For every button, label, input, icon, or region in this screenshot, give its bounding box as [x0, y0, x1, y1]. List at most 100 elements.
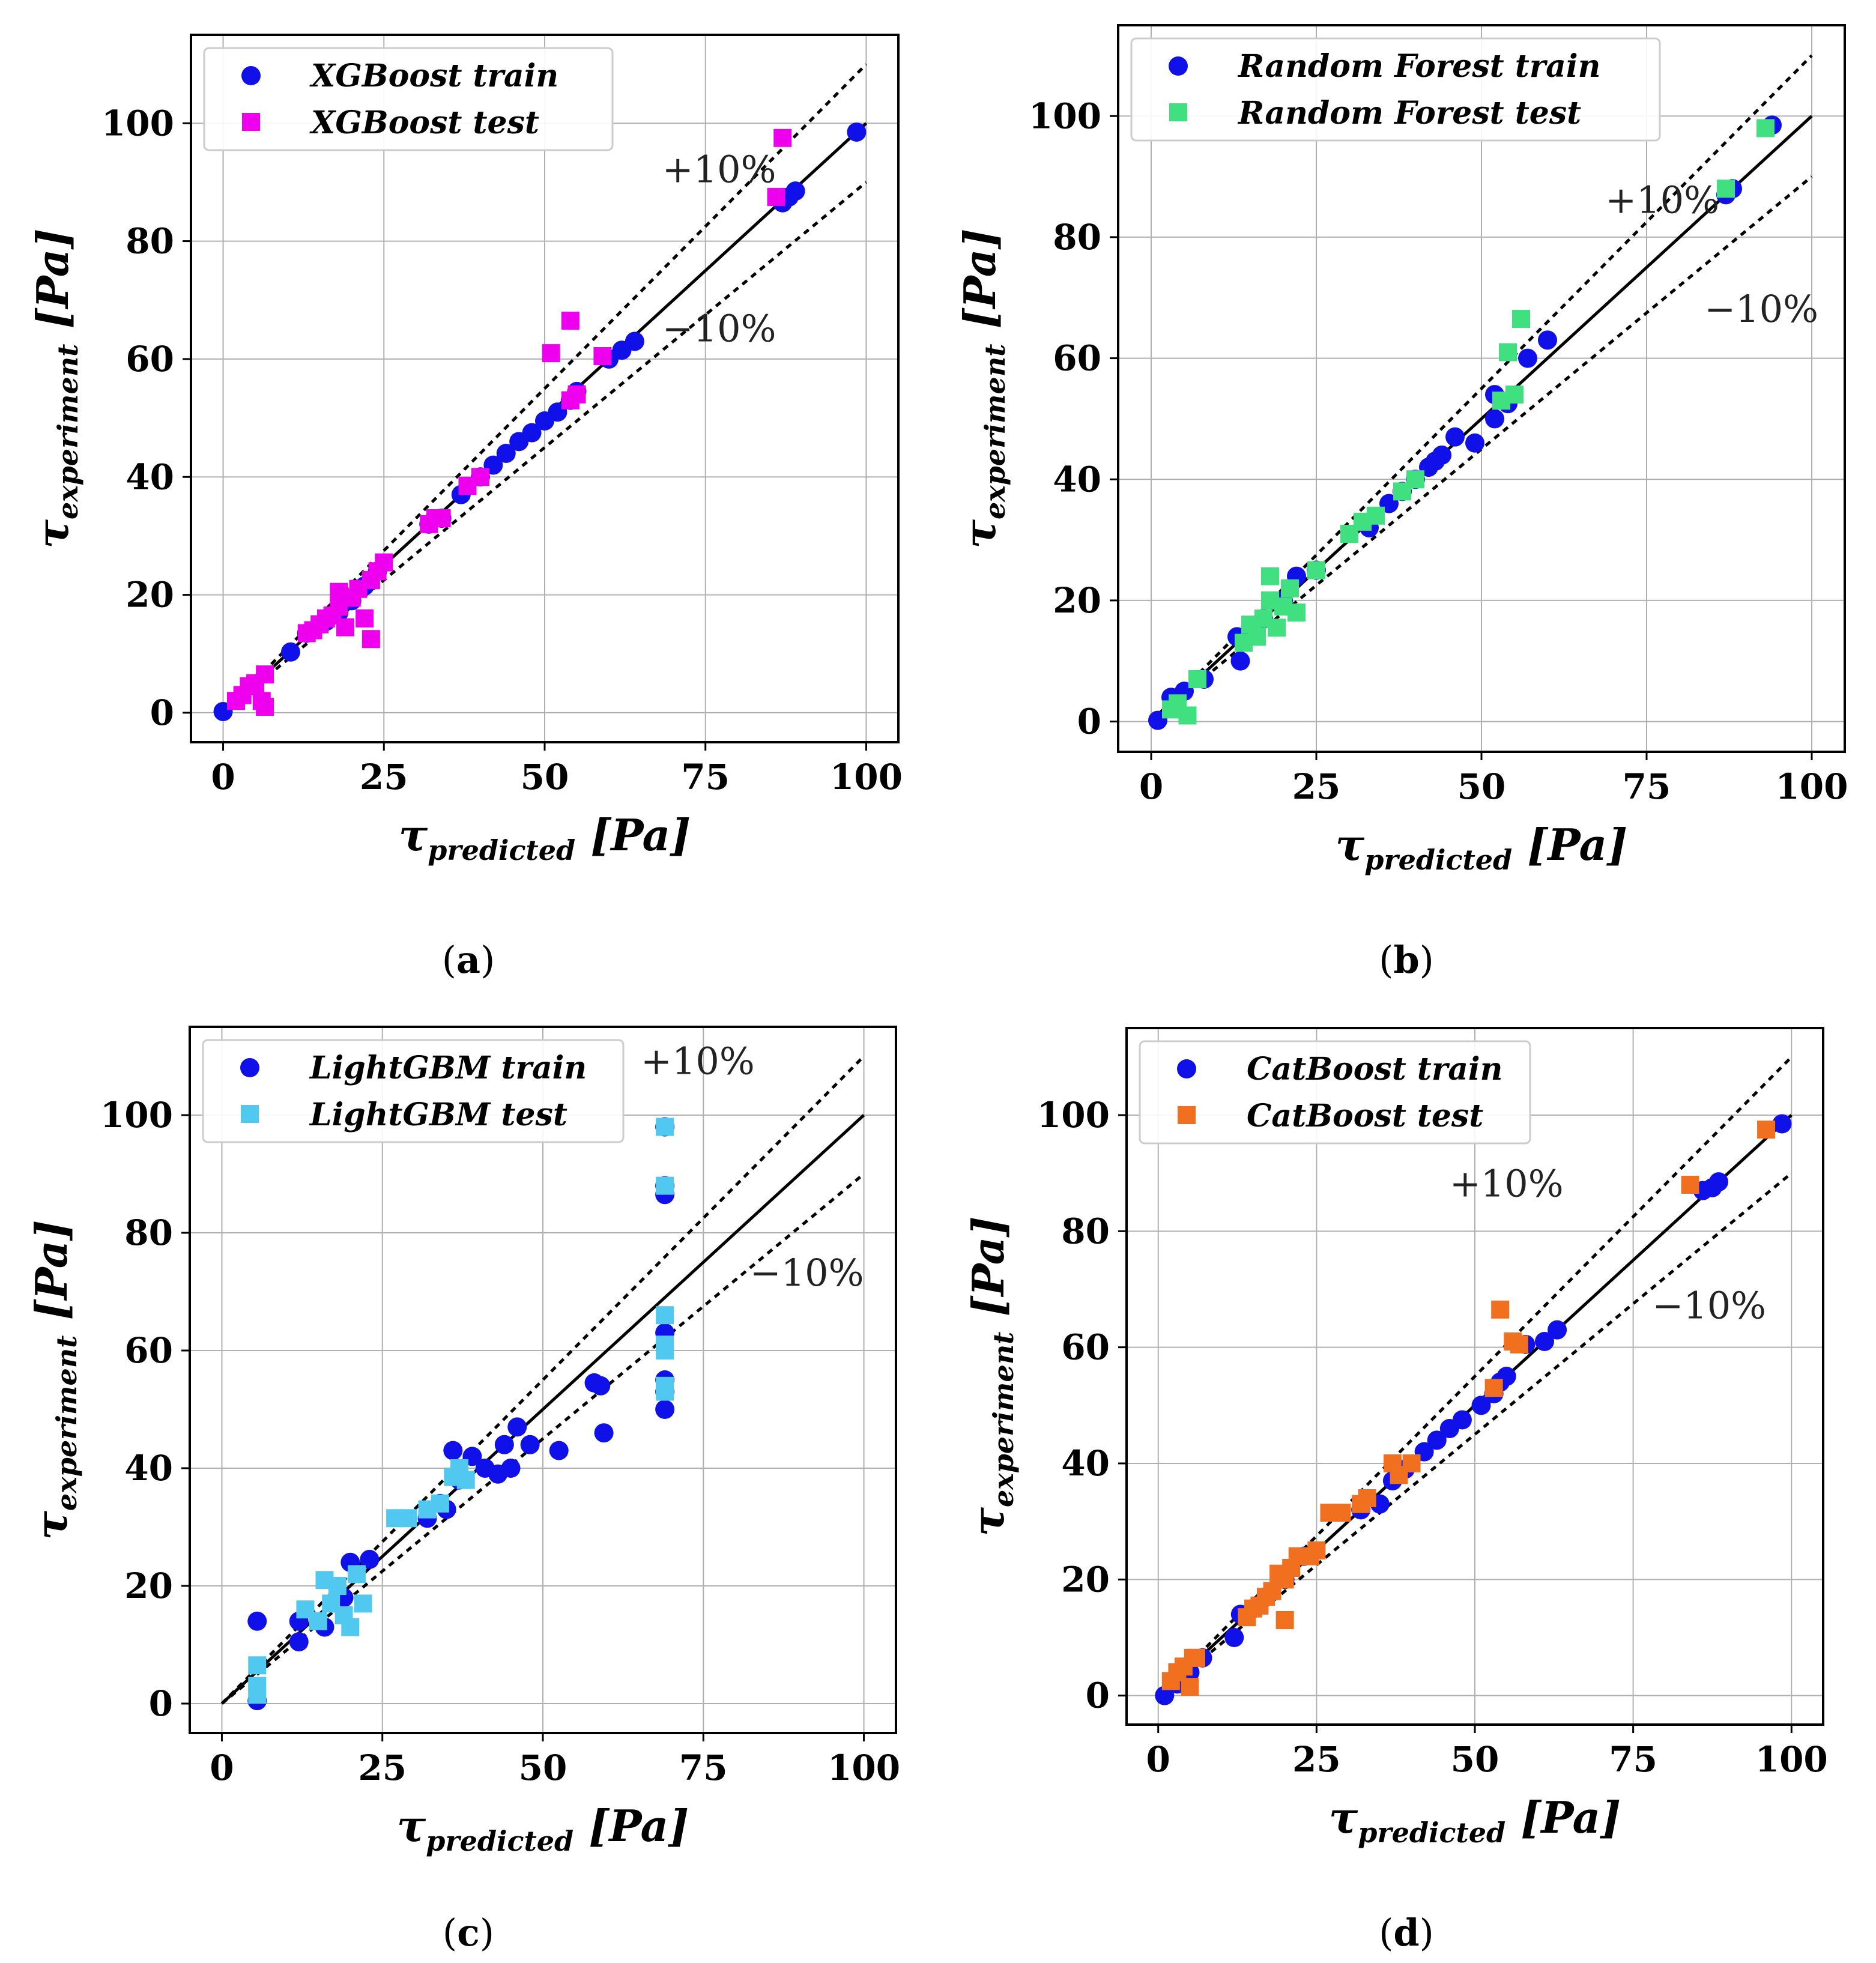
legend-test-label: LightGBM test [309, 1096, 567, 1133]
train-point [594, 1423, 614, 1443]
train-point [625, 331, 644, 351]
y-tick-label: 20 [1061, 1559, 1110, 1600]
x-axis-label: τpredicted [Pa] [397, 1800, 689, 1857]
x-tick-label: 100 [830, 757, 903, 797]
y-tick-label: 20 [1053, 580, 1101, 621]
y-tick-label: 100 [101, 103, 174, 144]
y-tick-label: 20 [126, 575, 174, 616]
y-tick-label: 80 [126, 221, 174, 262]
legend-box [1130, 37, 1661, 142]
test-point [248, 1686, 267, 1704]
test-point [309, 1612, 327, 1630]
x-tick-label: 25 [1292, 1739, 1341, 1780]
x-tick-label: 0 [1139, 766, 1163, 807]
train-point [1535, 1332, 1554, 1351]
legend-train-marker [240, 1058, 259, 1077]
chart-panel-a: +10% −10% 0 25 50 75 100 0 20 40 60 80 100 τpredicted… [0, 0, 938, 988]
x-tick-label: 50 [521, 757, 569, 797]
legend-train-marker [241, 66, 261, 85]
test-point [336, 618, 355, 637]
chart-panel-d: +10% −10% 0 25 50 75 100 0 20 40 60 80 100 τpredicted… [938, 985, 1876, 1963]
test-point [1248, 628, 1266, 646]
test-point [347, 1565, 366, 1583]
minus-10-line [220, 1173, 865, 1705]
train-point [507, 1417, 527, 1437]
panel-caption: (d) [1379, 1911, 1434, 1955]
band-label-minus: −10% [1704, 287, 1818, 331]
legend-test-marker [242, 113, 260, 131]
test-point [431, 1494, 449, 1513]
test-point [1181, 1678, 1199, 1696]
y-tick-label: 40 [1053, 459, 1101, 500]
train-point [501, 1459, 521, 1478]
train-point [549, 1441, 569, 1460]
train-point [1485, 409, 1504, 429]
x-tick-label: 75 [1609, 1739, 1657, 1780]
chart-svg: +10% −10% 0 25 50 75 100 0 20 40 60 80 100 τpredicted… [954, 24, 1848, 982]
x-tick-label: 50 [1451, 1739, 1499, 1780]
train-point [847, 122, 867, 142]
test-point [471, 468, 489, 486]
test-point [561, 312, 579, 330]
legend-test-label: CatBoost test [1247, 1098, 1483, 1134]
train-point [1709, 1172, 1728, 1192]
series-test [1162, 119, 1775, 725]
legend: CatBoost train CatBoost test [1139, 1040, 1531, 1145]
y-tick-label: 80 [124, 1212, 173, 1253]
test-point [1681, 1176, 1699, 1194]
test-point [399, 1509, 417, 1528]
train-point [1155, 1686, 1175, 1705]
y-tick-label: 20 [124, 1565, 173, 1606]
legend-test-marker [1169, 103, 1187, 121]
x-tick-label: 75 [681, 757, 730, 797]
legend-test-label: XGBoost test [309, 104, 539, 141]
train-point [247, 1611, 267, 1631]
train-point [443, 1441, 463, 1460]
y-tick-label: 0 [1086, 1675, 1110, 1716]
legend-test-label: Random Forest test [1237, 95, 1581, 132]
series-test [248, 1118, 674, 1704]
test-point [328, 1577, 346, 1595]
x-tick-label: 25 [1292, 766, 1341, 807]
train-point [520, 1435, 540, 1454]
test-point [656, 1382, 674, 1401]
y-tick-label: 60 [1053, 338, 1101, 379]
legend-train-label: LightGBM train [309, 1050, 587, 1086]
x-axis-label: τpredicted [Pa] [1336, 819, 1628, 876]
legend: LightGBM train LightGBM test [202, 1039, 625, 1143]
test-point [1188, 670, 1206, 688]
test-point [1406, 470, 1424, 489]
band-label-plus: +10% [1605, 178, 1719, 222]
ticks: 0 25 50 75 100 0 20 40 60 80 100 [101, 103, 903, 797]
y-tick-label: 40 [1061, 1443, 1110, 1484]
band-label-minus: −10% [750, 1251, 864, 1295]
y-tick-label: 0 [150, 692, 174, 733]
train-point [494, 1435, 514, 1454]
test-point [1510, 1335, 1528, 1354]
panel-caption: (b) [1379, 938, 1434, 982]
test-point [1307, 1541, 1326, 1559]
legend-test-marker [241, 1105, 259, 1123]
legend-test-marker [1178, 1106, 1196, 1124]
test-point [767, 187, 785, 206]
test-point [656, 1118, 674, 1136]
legend-train-label: CatBoost train [1247, 1051, 1503, 1087]
x-tick-label: 50 [519, 1747, 567, 1788]
test-point [1333, 1504, 1351, 1522]
test-point [1717, 180, 1735, 198]
train-point [1224, 1628, 1244, 1647]
train-point [1452, 1410, 1472, 1430]
test-point [1178, 706, 1197, 725]
band-label-minus: −10% [662, 306, 776, 350]
test-point [593, 347, 612, 366]
legend-box [203, 47, 614, 151]
grid [190, 1027, 896, 1733]
chart-svg: +10% −10% 0 25 50 75 100 0 20 40 60 80 100 τpredicted… [963, 1027, 1828, 1955]
test-point [362, 630, 380, 649]
series-test [226, 129, 792, 716]
test-point [1499, 343, 1517, 361]
train-point [1427, 1430, 1447, 1450]
legend-train-label: XGBoost train [309, 58, 558, 94]
legend-train-marker [1177, 1059, 1196, 1078]
test-point [1307, 561, 1325, 579]
